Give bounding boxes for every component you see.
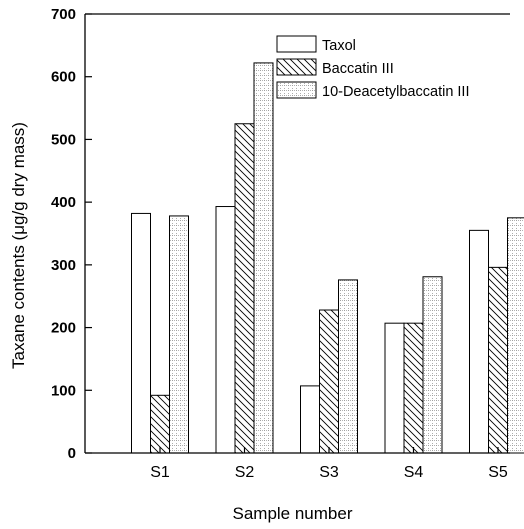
- y-tick-label: 0: [68, 445, 76, 462]
- legend: Taxol Baccatin III 10-Deacetylbaccatin III: [276, 35, 470, 100]
- x-axis-title: Sample number: [232, 504, 352, 523]
- legend-swatch-3: [276, 81, 317, 99]
- bar-s1-series-3: [169, 215, 189, 454]
- y-tick-label: 100: [51, 382, 76, 399]
- bar-s3-series-2: [319, 309, 339, 454]
- y-tick-label: 700: [51, 6, 76, 23]
- legend-label-1: Taxol: [322, 38, 356, 54]
- legend-label-2: Baccatin III: [322, 61, 394, 77]
- y-tick-label: 200: [51, 320, 76, 337]
- bar-s2-series-1: [215, 206, 236, 454]
- bar-s4-series-1: [384, 322, 405, 454]
- legend-label-3: 10-Deacetylbaccatin III: [322, 84, 470, 100]
- bar-s4-series-2: [403, 322, 424, 454]
- y-tick-label: 300: [51, 257, 76, 274]
- x-tick-label: S1: [150, 464, 170, 481]
- bar-s1-series-2: [150, 394, 170, 454]
- legend-swatch-2: [276, 58, 317, 76]
- bar-s2-series-2: [234, 123, 255, 454]
- bar-s4-series-3: [422, 276, 443, 454]
- bar-s3-series-3: [338, 279, 358, 454]
- bar-s1-series-1: [131, 212, 151, 454]
- y-ticks-layer: 0 100 200 300 400 500 600 700: [51, 6, 92, 462]
- y-tick-label: 400: [51, 194, 76, 211]
- bar-s5-series-2: [488, 266, 508, 454]
- y-tick-label: 500: [51, 131, 76, 148]
- x-tick-label: S3: [319, 464, 339, 481]
- y-axis-title: Taxane contents (μg/g dry mass): [9, 122, 28, 369]
- bars-layer: [131, 62, 524, 454]
- x-tick-label: S2: [235, 464, 255, 481]
- y-tick-label: 600: [51, 69, 76, 86]
- bar-s2-series-3: [253, 62, 274, 454]
- bar-s5-series-3: [507, 217, 524, 454]
- legend-swatch-1: [276, 35, 317, 53]
- x-tick-label: S5: [488, 464, 508, 481]
- x-tick-label: S4: [404, 464, 424, 481]
- bar-s3-series-1: [300, 385, 320, 454]
- x-ticks-layer: S1 S2 S3 S4 S5: [150, 447, 508, 481]
- bar-s5-series-1: [469, 229, 489, 454]
